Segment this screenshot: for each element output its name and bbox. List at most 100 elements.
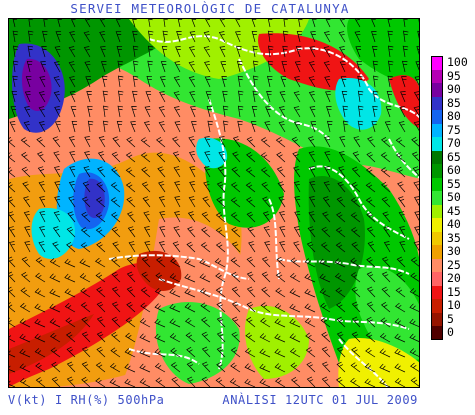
wind-barb [403,30,409,43]
wind-barb [124,363,136,373]
wind-barb [351,316,361,328]
wind-barb [325,19,331,28]
wind-barb [139,318,151,328]
wind-barb [126,301,136,313]
wind-barb [309,181,316,193]
wind-barb [365,182,376,193]
wind-barb [351,286,361,298]
wind-barb [278,106,286,118]
wind-barb [99,31,106,43]
wind-barb [217,166,226,178]
wind-barb [96,286,106,298]
wind-barb [35,362,46,373]
wind-barb [365,347,376,358]
wind-barb [246,286,256,298]
wind-barb [187,211,196,223]
wind-barb [266,91,272,103]
wind-barb [306,376,316,387]
wind-barb [231,271,241,283]
wind-barb [397,181,406,193]
wind-barb [281,61,287,73]
wind-barb [325,91,331,103]
wind-barb [310,121,317,133]
wind-barb [125,332,136,343]
wind-barb [156,151,166,163]
wind-barb [49,318,61,328]
wind-barb [21,152,31,163]
wind-barb [417,30,419,39]
wind-barb [216,181,226,193]
wind-barb [364,378,376,387]
wind-barb [259,333,271,343]
wind-barb [323,46,331,58]
wind-barb [40,61,46,73]
wind-barb [177,19,183,28]
wind-barb [306,361,316,373]
wind-barb [366,256,376,268]
wind-barb [148,30,154,43]
wind-barb [64,258,76,268]
wind-barb [53,76,61,88]
legend-label: 50 [447,190,461,204]
wind-barb [49,288,61,298]
legend-swatch [431,285,443,299]
wind-barb [326,106,332,118]
wind-barb [416,46,419,55]
wind-barb [246,301,256,313]
wind-barb [170,362,181,373]
legend-label: 30 [447,244,461,258]
wind-barb [96,316,106,328]
wind-barb [323,181,331,193]
wind-barb [366,316,376,328]
wind-barb [292,151,301,163]
wind-barb [49,258,61,268]
wind-barb [37,151,46,163]
wind-barb [80,302,91,313]
legend-row: 90 [431,82,475,97]
wind-barb [371,19,376,28]
wind-barb [414,226,419,236]
wind-barb [141,271,151,283]
wind-barb [387,75,393,88]
wind-barb [172,136,181,148]
wind-barb [141,181,151,193]
wind-barb [111,271,121,283]
wind-barb [415,61,419,71]
wind-barb [9,256,16,268]
legend-row: 45 [431,204,475,218]
wind-barb [42,30,48,43]
wind-barb [95,272,106,283]
wind-barb [342,105,348,118]
wind-barb [308,211,316,223]
wind-barb [244,347,256,358]
wind-barb [402,60,408,73]
wind-barb [70,19,76,28]
wind-barb [38,241,46,253]
wind-barb [169,273,181,283]
wind-barb [409,333,419,342]
wind-barb [95,377,106,387]
wind-barb [350,272,361,283]
wind-barb [308,91,316,103]
wind-barb [223,120,229,133]
wind-barb [54,181,61,193]
wind-barb [327,120,333,133]
wind-barb [139,378,151,387]
wind-barb [380,302,391,313]
wind-barb [111,286,121,298]
wind-barb [278,196,286,208]
wind-barb [215,227,226,238]
wind-barb [276,166,286,178]
wind-barb [9,121,16,133]
wind-barb [204,61,211,73]
wind-barb [338,166,346,178]
wind-barb [172,241,181,253]
wind-barb [218,31,226,43]
wind-barb [53,61,61,73]
wind-barb [246,136,256,148]
wind-barb [111,316,121,328]
wind-barb [184,288,196,298]
wind-barb [218,151,226,163]
wind-barb [267,30,274,43]
wind-barb [268,45,274,58]
